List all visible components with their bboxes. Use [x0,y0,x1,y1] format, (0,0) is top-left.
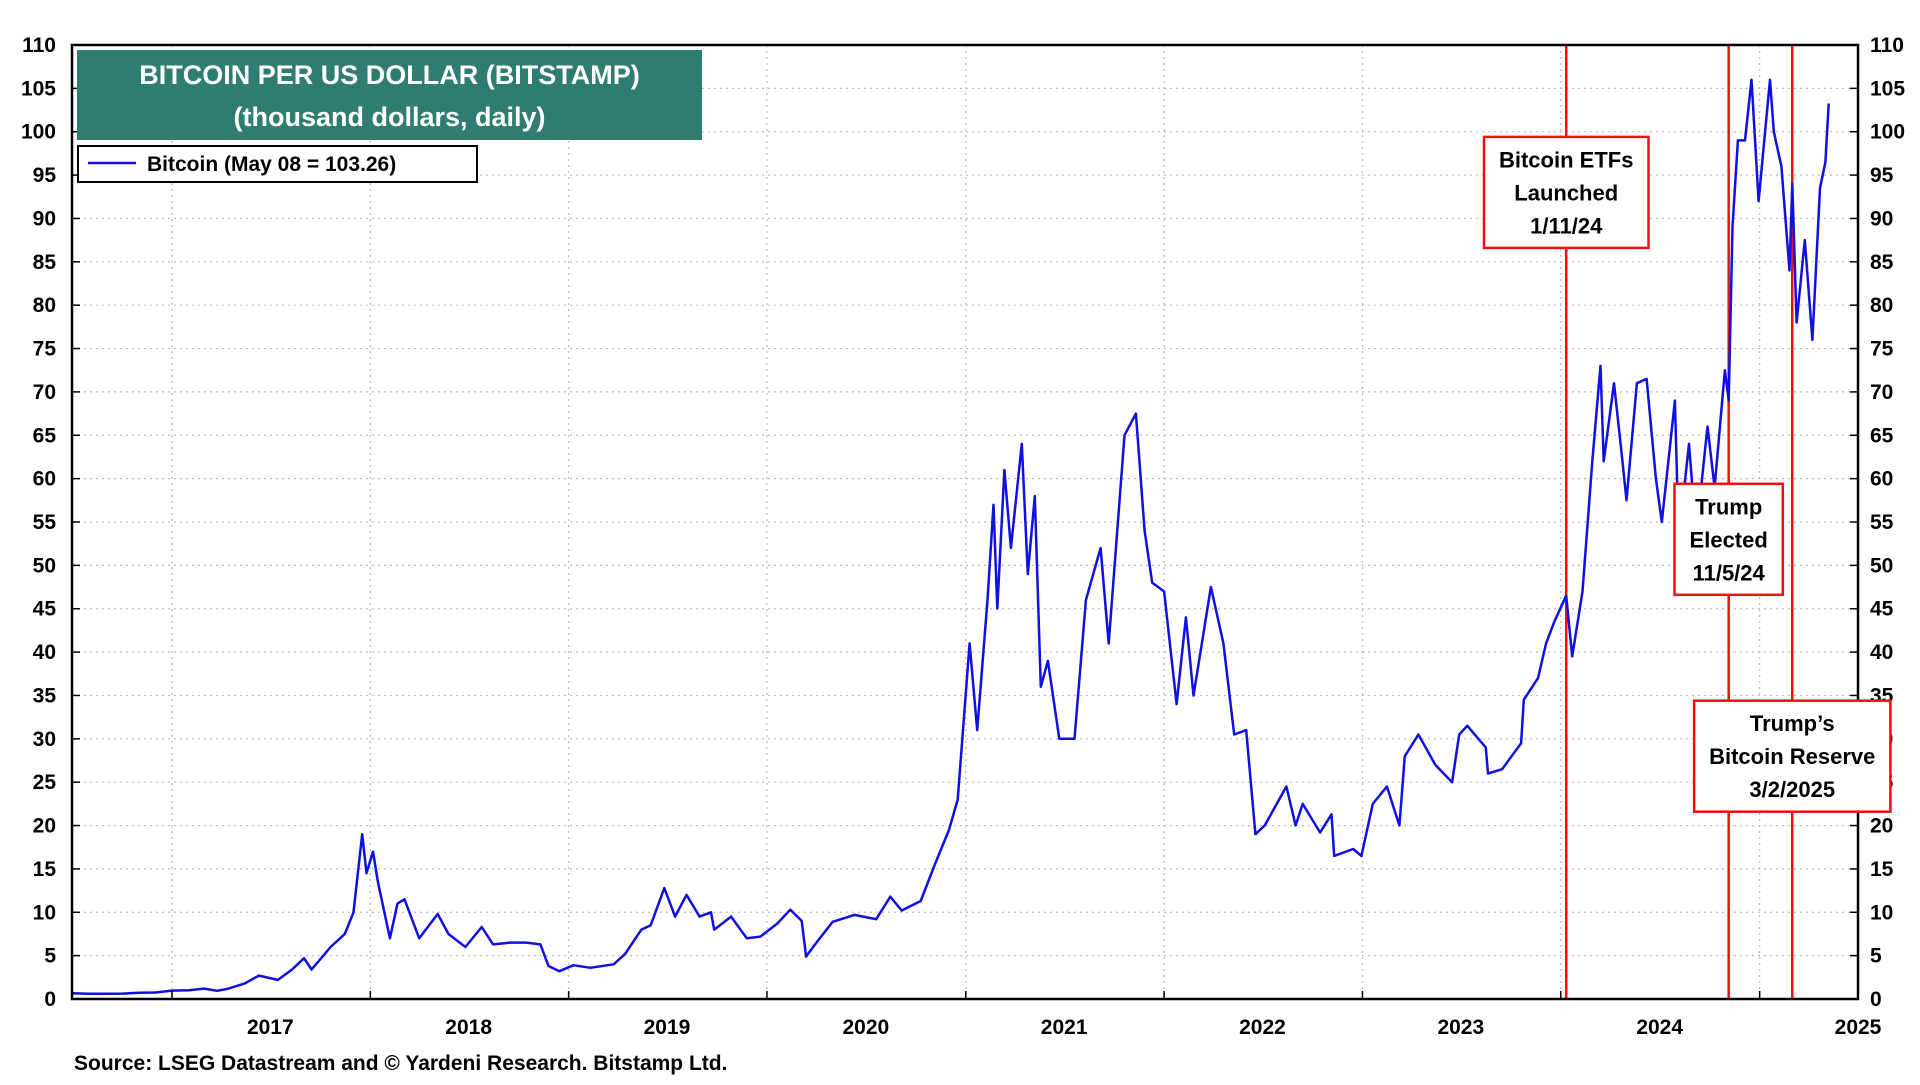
y-tick-label-left: 55 [33,511,57,534]
y-tick-label-left: 85 [33,251,57,274]
x-tick-label: 2024 [1636,1016,1683,1039]
event-label-text: Elected [1690,527,1768,552]
event-annotation: Bitcoin ETFs Launched 1/11/24 [1482,135,1650,250]
y-tick-label-right: 5 [1870,945,1882,968]
event-label-text: 3/2/2025 [1749,777,1835,802]
y-tick-label-left: 60 [33,468,56,491]
y-tick-label-right: 90 [1870,207,1893,230]
y-tick-label-left: 40 [33,641,56,664]
y-tick-label-left: 100 [21,121,56,144]
x-tick-label: 2021 [1041,1016,1088,1039]
y-tick-label-left: 45 [33,598,57,621]
y-tick-label-right: 65 [1870,424,1894,447]
x-tick-label: 2025 [1835,1016,1882,1039]
legend-box [77,145,478,183]
x-tick-label: 2019 [644,1016,691,1039]
y-tick-label-right: 100 [1870,121,1905,144]
y-tick-label-left: 105 [21,77,56,100]
legend-entry-bitcoin: Bitcoin (May 08 = 103.26) [147,153,396,176]
event-label-text: Launched [1514,180,1618,205]
x-axis: 2017 2018 2019 2020 2021 2022 2023 2024 2025 [171,991,1882,1039]
x-tick-label: 2017 [247,1016,294,1039]
y-tick-label-left: 65 [33,424,57,447]
y-tick-label-right: 105 [1870,77,1905,100]
y-tick-label-right: 40 [1870,641,1893,664]
y-tick-label-left: 15 [33,858,57,881]
series-group [71,78,1830,996]
y-tick-label-left: 90 [33,207,56,230]
event-annotation: Trump Elected 11/5/24 [1673,482,1785,597]
y-tick-label-left: 70 [33,381,56,404]
event-label-box [1482,135,1650,250]
legend: Bitcoin (May 08 = 103.26) [77,145,478,183]
y-tick-label-left: 30 [33,728,56,751]
event-annotation: Trump’s Bitcoin Reserve 3/2/2025 [1692,699,1892,813]
y-tick-label-left: 5 [44,945,56,968]
event-label-text: 1/11/24 [1530,213,1603,238]
y-tick-label-left: 20 [33,815,56,838]
title-background [77,50,702,140]
y-tick-label-right: 50 [1870,554,1893,577]
series-line-bitcoin [71,78,1830,996]
x-tick-label: 2018 [445,1016,492,1039]
y-tick-label-left: 35 [33,684,57,707]
y-tick-label-right: 45 [1870,598,1894,621]
event-label-text: Trump’s [1750,711,1835,736]
y-tick-label-left: 0 [44,988,56,1011]
y-tick-label-left: 75 [33,338,57,361]
y-tick-label-left: 25 [33,771,57,794]
event-label-box [1692,699,1892,813]
y-tick-label-right: 15 [1870,858,1894,881]
event-label-text: 11/5/24 [1693,560,1766,585]
event-labels: Bitcoin ETFs Launched 1/11/24 Trump Elected 1… [1482,135,1892,813]
title-box: BITCOIN PER US DOLLAR (BITSTAMP) (thousa… [77,50,702,140]
y-tick-label-left: 80 [33,294,56,317]
x-tick-label: 2022 [1239,1016,1286,1039]
event-label-text: Trump [1695,494,1762,519]
y-tick-label-right: 60 [1870,468,1893,491]
source-note: Source: LSEG Datastream and © Yardeni Re… [74,1052,727,1075]
chart-title: BITCOIN PER US DOLLAR (BITSTAMP) [139,60,639,90]
y-tick-label-right: 20 [1870,815,1893,838]
y-tick-label-right: 75 [1870,338,1894,361]
y-tick-label-right: 0 [1870,988,1882,1011]
x-tick-label: 2020 [842,1016,889,1039]
chart-subtitle: (thousand dollars, daily) [233,102,545,132]
y-tick-label-right: 10 [1870,901,1893,924]
y-tick-label-right: 70 [1870,381,1893,404]
event-label-box [1673,482,1785,597]
y-axis-left: 0 5 10 15 20 25 30 35 40 45 50 55 60 65 70 75 80 85 90 95 10… [21,34,80,1011]
y-tick-label-left: 50 [33,554,56,577]
event-label-text: Bitcoin Reserve [1709,744,1875,769]
y-tick-label-right: 110 [1870,34,1904,57]
y-tick-label-right: 55 [1870,511,1894,534]
y-tick-label-right: 95 [1870,164,1894,187]
y-tick-label-right: 80 [1870,294,1893,317]
y-tick-label-right: 85 [1870,251,1894,274]
y-tick-label-left: 10 [33,901,56,924]
x-tick-label: 2023 [1437,1016,1484,1039]
event-label-text: Bitcoin ETFs [1499,147,1633,172]
y-tick-label-left: 95 [33,164,57,187]
y-tick-label-left: 110 [22,34,56,57]
